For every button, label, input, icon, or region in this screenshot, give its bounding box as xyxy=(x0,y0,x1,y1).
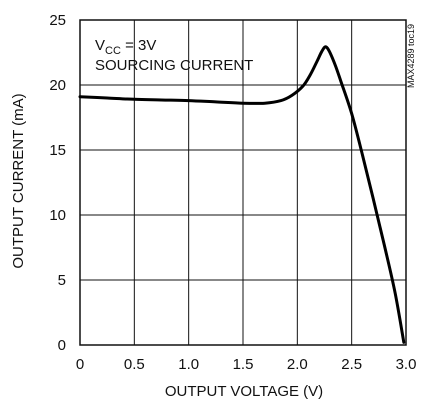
y-tick-labels: 0 5 10 15 20 25 xyxy=(49,12,66,354)
y-tick-label: 0 xyxy=(58,337,66,354)
x-tick-label: 2.0 xyxy=(287,356,308,373)
condition-value: = 3V xyxy=(121,37,156,54)
y-tick-label: 10 xyxy=(49,207,66,224)
y-tick-label: 15 xyxy=(49,142,66,159)
y-tick-label: 25 xyxy=(49,12,66,29)
condition-subscript: CC xyxy=(105,45,121,57)
y-axis-label: OUTPUT CURRENT (mA) xyxy=(10,93,27,268)
x-tick-label: 0.5 xyxy=(124,356,145,373)
figure-id: MAX4289 toc19 xyxy=(406,24,416,88)
plot-frame xyxy=(79,19,407,346)
x-tick-label: 1.5 xyxy=(233,356,254,373)
x-tick-label: 2.5 xyxy=(341,356,362,373)
y-tick-label: 20 xyxy=(49,77,66,94)
condition-prefix: V xyxy=(95,37,105,54)
series-line xyxy=(78,45,406,344)
x-axis-label: OUTPUT VOLTAGE (V) xyxy=(165,383,323,400)
x-tick-labels: 0 0.5 1.0 1.5 2.0 2.5 3.0 xyxy=(76,356,417,373)
grid-lines xyxy=(80,20,406,345)
x-tick-label: 1.0 xyxy=(178,356,199,373)
x-tick-label: 3.0 xyxy=(396,356,417,373)
x-tick-label: 0 xyxy=(76,356,84,373)
mode-label: SOURCING CURRENT xyxy=(95,57,253,74)
condition-label: VCC = 3V xyxy=(95,37,156,57)
y-tick-label: 5 xyxy=(58,272,66,289)
